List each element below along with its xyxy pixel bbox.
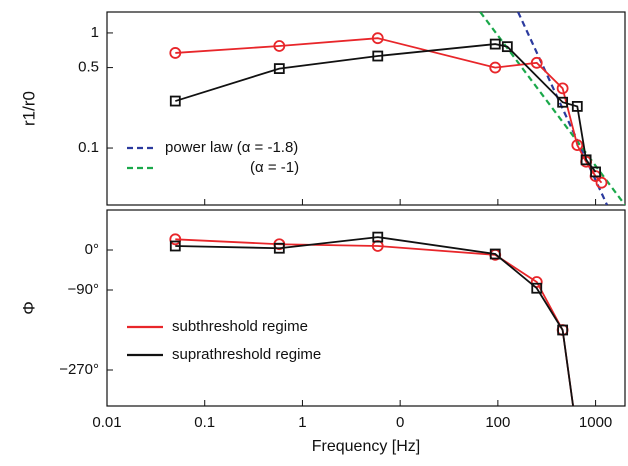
- point: [489, 248, 501, 260]
- y-axis-label: r1/r0: [19, 91, 38, 126]
- point: [556, 82, 569, 95]
- series-line: [175, 37, 603, 184]
- series-line: [175, 238, 574, 406]
- point: [372, 50, 384, 62]
- point: [169, 47, 182, 59]
- point: [531, 282, 543, 294]
- point: [273, 242, 285, 254]
- point: [169, 240, 181, 252]
- point: [489, 38, 501, 50]
- x-tick-label: 0.1: [194, 414, 215, 431]
- legend-label: (α = -1): [250, 159, 299, 176]
- point: [571, 139, 584, 152]
- x-tick-label: 1000: [579, 414, 612, 431]
- x-tick-label: 0: [396, 414, 404, 431]
- series-line: [175, 43, 597, 173]
- legend-label: suprathreshold regime: [172, 346, 321, 363]
- point: [372, 231, 384, 243]
- x-tick-label: 0.01: [92, 414, 121, 431]
- point: [595, 176, 608, 189]
- legend-label: power law (α = -1.8): [165, 139, 298, 156]
- plot-frame: [106, 209, 626, 407]
- point: [169, 95, 181, 107]
- point: [590, 166, 601, 178]
- point: [371, 32, 384, 45]
- y-tick-label: 1: [91, 24, 99, 41]
- y-tick-label: 0°: [85, 241, 99, 258]
- plot-area: [169, 12, 625, 205]
- x-axis-label: Frequency [Hz]: [312, 438, 420, 455]
- point: [530, 276, 543, 288]
- point: [169, 233, 182, 246]
- power-law-line: [479, 12, 625, 205]
- y-axis-label: Φ: [19, 301, 38, 315]
- plot-frame: [106, 11, 626, 206]
- point: [501, 41, 513, 53]
- y-tick-label: 0.1: [78, 139, 99, 156]
- point: [572, 432, 582, 442]
- point: [273, 63, 285, 74]
- y-tick-label: −90°: [68, 281, 99, 298]
- power-law-line: [517, 12, 609, 205]
- point: [580, 154, 592, 166]
- series-line: [175, 236, 574, 406]
- plot-area: [169, 231, 582, 442]
- point: [557, 96, 569, 108]
- legend-label: subthreshold regime: [172, 318, 308, 335]
- y-tick-label: 0.5: [78, 59, 99, 76]
- point: [273, 40, 286, 52]
- x-tick-label: 1: [298, 414, 306, 431]
- point: [557, 324, 569, 336]
- x-tick-label: 100: [485, 414, 510, 431]
- y-tick-label: −270°: [59, 361, 99, 378]
- point: [489, 61, 502, 74]
- point: [530, 56, 543, 69]
- point: [571, 101, 583, 112]
- point: [573, 432, 582, 441]
